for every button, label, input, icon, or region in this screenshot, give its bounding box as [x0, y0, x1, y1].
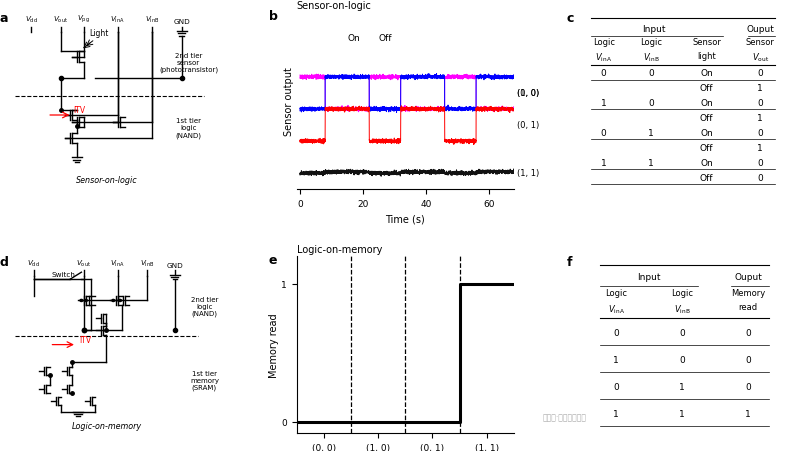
Text: Off: Off — [700, 114, 713, 123]
Text: b: b — [268, 10, 278, 23]
Text: Logic: Logic — [671, 289, 693, 297]
Text: 0: 0 — [757, 99, 763, 108]
Text: Off: Off — [379, 34, 392, 43]
Text: Off: Off — [700, 143, 713, 152]
Text: 0: 0 — [613, 382, 619, 391]
Text: On: On — [701, 69, 713, 78]
Text: 1: 1 — [613, 410, 619, 419]
Text: 1: 1 — [649, 158, 654, 167]
Text: Logic: Logic — [640, 38, 662, 47]
Text: $V_{\mathrm{dd}}$: $V_{\mathrm{dd}}$ — [27, 258, 40, 268]
Text: $V_{\mathrm{inB}}$: $V_{\mathrm{inB}}$ — [144, 15, 159, 25]
Text: 0: 0 — [757, 158, 763, 167]
Text: 2nd tier
logic
(NAND): 2nd tier logic (NAND) — [191, 296, 218, 316]
Text: On: On — [347, 34, 360, 43]
Text: 1: 1 — [757, 143, 763, 152]
Text: On: On — [701, 129, 713, 138]
Text: GND: GND — [174, 19, 190, 25]
Text: $V_{\mathrm{inA}}$: $V_{\mathrm{inA}}$ — [110, 15, 125, 25]
Text: (1, 0): (1, 0) — [517, 89, 539, 98]
Y-axis label: Memory read: Memory read — [268, 313, 279, 377]
Text: 0: 0 — [600, 69, 607, 78]
Text: 0: 0 — [649, 69, 654, 78]
Text: Logic: Logic — [593, 38, 615, 47]
Text: Ouput: Ouput — [734, 272, 762, 281]
Text: c: c — [567, 12, 574, 25]
Text: 1: 1 — [757, 84, 763, 93]
Text: $V_{\mathrm{inA}}$: $V_{\mathrm{inA}}$ — [608, 303, 625, 315]
Text: 0: 0 — [679, 355, 685, 364]
Text: On: On — [701, 99, 713, 108]
Text: Sensor: Sensor — [746, 38, 775, 47]
Text: GND: GND — [166, 262, 183, 268]
Text: Sensor-on-logic: Sensor-on-logic — [297, 1, 372, 11]
Text: Logic: Logic — [605, 289, 627, 297]
Text: $V_{\mathrm{pg}}$: $V_{\mathrm{pg}}$ — [77, 14, 90, 25]
Text: Logic-on-memory: Logic-on-memory — [71, 421, 141, 430]
Text: 0: 0 — [745, 329, 751, 338]
Text: 0: 0 — [600, 129, 607, 138]
Text: 1: 1 — [745, 410, 751, 419]
Text: 1: 1 — [679, 410, 685, 419]
Text: d: d — [0, 255, 8, 268]
Text: $V_{\mathrm{out}}$: $V_{\mathrm{out}}$ — [54, 15, 69, 25]
Text: 1st tier
logic
(NAND): 1st tier logic (NAND) — [175, 118, 201, 138]
Text: e: e — [268, 253, 277, 266]
Text: ITV: ITV — [73, 106, 85, 115]
Text: 1: 1 — [649, 129, 654, 138]
Text: 0: 0 — [649, 99, 654, 108]
Text: ITV: ITV — [79, 335, 92, 344]
Text: Memory: Memory — [731, 289, 765, 297]
Text: 1: 1 — [600, 99, 607, 108]
Text: On: On — [701, 158, 713, 167]
Text: Input: Input — [638, 272, 660, 281]
Text: 0: 0 — [757, 129, 763, 138]
Text: 1: 1 — [600, 158, 607, 167]
Text: Sensor: Sensor — [692, 38, 721, 47]
Text: $V_{\mathrm{out}}$: $V_{\mathrm{out}}$ — [752, 51, 769, 64]
Text: (0, 1): (0, 1) — [517, 121, 539, 130]
Text: 0: 0 — [745, 382, 751, 391]
Text: 0: 0 — [757, 173, 763, 182]
Text: 公众号·未来传感技术: 公众号·未来传感技术 — [542, 413, 586, 421]
Text: Light: Light — [89, 28, 108, 37]
Text: $V_{\mathrm{inB}}$: $V_{\mathrm{inB}}$ — [140, 258, 155, 268]
Text: read: read — [739, 303, 757, 312]
Text: $V_{\mathrm{inA}}$: $V_{\mathrm{inA}}$ — [110, 258, 125, 268]
Text: a: a — [0, 12, 8, 25]
Text: $V_{\mathrm{inB}}$: $V_{\mathrm{inB}}$ — [674, 303, 690, 315]
Text: $V_{\mathrm{out}}$: $V_{\mathrm{out}}$ — [76, 258, 92, 268]
Text: $V_{\mathrm{inB}}$: $V_{\mathrm{inB}}$ — [643, 51, 660, 64]
X-axis label: Time (s): Time (s) — [386, 214, 425, 224]
Text: 1: 1 — [613, 355, 619, 364]
Text: 0: 0 — [613, 329, 619, 338]
Text: 0: 0 — [679, 329, 685, 338]
Text: Off: Off — [700, 84, 713, 93]
Text: f: f — [567, 255, 572, 268]
Text: 0: 0 — [757, 69, 763, 78]
Text: Sensor-on-logic: Sensor-on-logic — [76, 176, 137, 185]
Text: 1: 1 — [757, 114, 763, 123]
Text: Ouput: Ouput — [746, 25, 774, 34]
Text: $V_{\mathrm{dd}}$: $V_{\mathrm{dd}}$ — [24, 15, 38, 25]
Text: 1st tier
memory
(SRAM): 1st tier memory (SRAM) — [190, 370, 219, 390]
Text: 2nd tier
sensor
(phototransistor): 2nd tier sensor (phototransistor) — [159, 53, 218, 73]
Text: 1: 1 — [679, 382, 685, 391]
Text: 0: 0 — [745, 355, 751, 364]
Text: light: light — [697, 51, 716, 60]
Text: Switch: Switch — [52, 271, 76, 277]
Text: Input: Input — [642, 25, 666, 34]
Text: $V_{\mathrm{inA}}$: $V_{\mathrm{inA}}$ — [595, 51, 612, 64]
Text: Logic-on-memory: Logic-on-memory — [297, 244, 382, 254]
Y-axis label: Sensor output: Sensor output — [284, 67, 294, 136]
Text: (1, 1): (1, 1) — [517, 169, 539, 178]
Text: (0, 0): (0, 0) — [517, 89, 539, 98]
Text: Off: Off — [700, 173, 713, 182]
